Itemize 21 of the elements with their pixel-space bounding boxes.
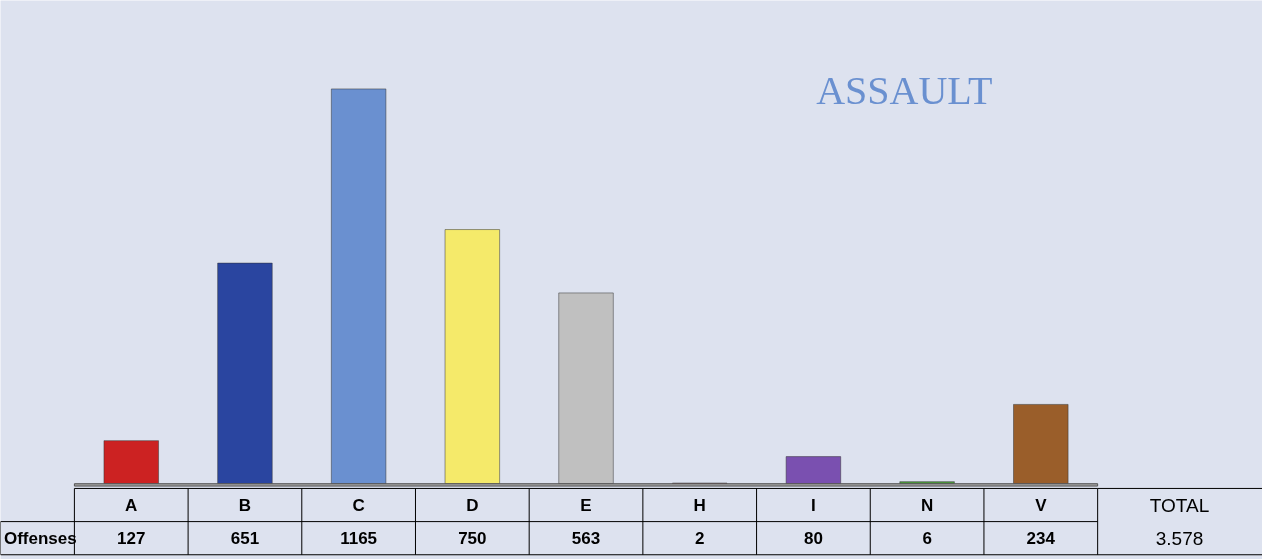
data-label: 2 (694, 529, 705, 549)
x-tick-label: E (580, 495, 592, 515)
x-tick-label: B (238, 495, 252, 515)
x-tick-label: N (920, 495, 934, 515)
x-tick-label: D (466, 495, 479, 515)
data-label: 1165 (340, 529, 378, 549)
x-tick-label: H (693, 495, 706, 515)
x-tick-label: V (1035, 495, 1048, 515)
x-tick-label: I (811, 495, 816, 515)
data-label: 651 (230, 529, 260, 549)
data-label: 563 (571, 529, 601, 549)
data-label: 750 (458, 529, 487, 549)
text: TOTAL (1149, 494, 1210, 516)
text: 3.578 (1155, 527, 1204, 549)
chart-title: ASSAULT (816, 68, 993, 114)
data-label: 80 (803, 529, 823, 549)
x-tick-label: C (352, 495, 365, 515)
data-label: 6 (922, 529, 932, 549)
data-label: 234 (1026, 529, 1056, 549)
data-label: 127 (117, 529, 146, 549)
x-tick-label: A (125, 495, 138, 515)
